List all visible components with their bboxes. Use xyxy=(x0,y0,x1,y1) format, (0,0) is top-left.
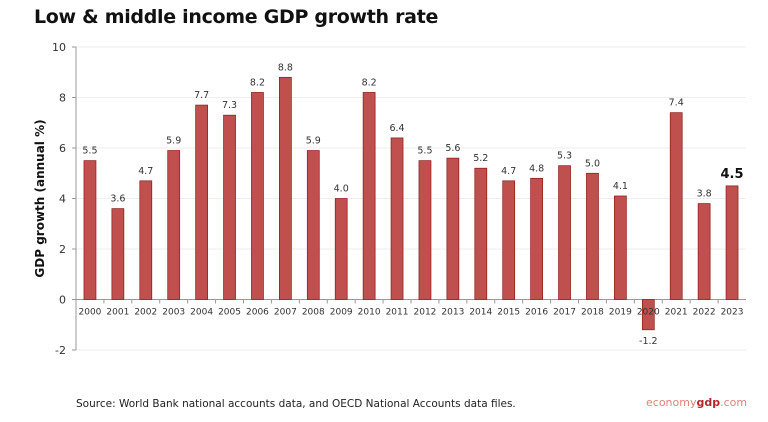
y-tick-label: 10 xyxy=(52,41,66,54)
data-label: 5.9 xyxy=(166,136,181,147)
x-tick-label: 2000 xyxy=(79,308,102,318)
data-label: 8.8 xyxy=(278,62,293,73)
x-tick-label: 2007 xyxy=(274,308,297,318)
data-label: 7.4 xyxy=(669,98,684,109)
y-tick-label: 2 xyxy=(59,243,66,256)
y-tick-label: 4 xyxy=(59,193,66,206)
data-label: 7.7 xyxy=(194,90,209,101)
logo: economygdp.com xyxy=(646,396,747,409)
bar xyxy=(446,157,460,300)
x-tick-label: 2018 xyxy=(581,308,604,318)
logo-part: economy xyxy=(646,396,697,409)
data-label: 7.3 xyxy=(222,100,237,111)
data-label: 8.2 xyxy=(362,77,377,88)
data-label: 6.4 xyxy=(389,123,404,134)
data-label: 8.2 xyxy=(250,77,265,88)
bar xyxy=(83,160,97,300)
bar xyxy=(139,180,153,300)
bar xyxy=(279,76,292,300)
bar xyxy=(641,299,655,331)
x-tick-label: 2008 xyxy=(302,308,325,318)
data-label: 5.6 xyxy=(445,143,460,154)
y-tick-label: 0 xyxy=(59,294,66,307)
data-label: 5.3 xyxy=(557,151,572,162)
data-label: 5.5 xyxy=(82,146,97,157)
x-tick-label: 2017 xyxy=(553,308,576,318)
bar xyxy=(223,114,236,300)
data-label: 4.0 xyxy=(334,184,349,195)
chart-title: Low & middle income GDP growth rate xyxy=(34,6,439,28)
bar xyxy=(697,203,711,300)
x-tick-label: 2020 xyxy=(637,308,660,318)
bar xyxy=(502,180,516,300)
bar xyxy=(167,150,181,300)
x-tick-label: 2014 xyxy=(469,308,492,318)
data-label: 4.5 xyxy=(721,167,744,182)
bar xyxy=(334,198,348,300)
x-tick-label: 2006 xyxy=(246,308,269,318)
y-tick-label: 8 xyxy=(59,92,66,105)
data-label: 5.0 xyxy=(585,158,600,169)
x-tick-label: 2012 xyxy=(414,308,437,318)
data-label: 4.7 xyxy=(138,166,153,177)
bar xyxy=(362,92,376,300)
bar xyxy=(390,137,404,300)
x-tick-label: 2010 xyxy=(358,308,381,318)
data-label: 3.6 xyxy=(110,194,125,205)
bar xyxy=(725,185,739,300)
x-tick-label: 2022 xyxy=(693,308,716,318)
y-tick-label: 6 xyxy=(59,142,66,155)
y-tick-label: -2 xyxy=(55,344,66,357)
x-tick-label: 2011 xyxy=(386,308,409,318)
x-tick-label: 2015 xyxy=(497,308,520,318)
bar xyxy=(530,177,543,300)
data-label: 3.8 xyxy=(697,189,712,200)
bar xyxy=(306,150,320,300)
logo-part: gdp xyxy=(696,396,721,409)
x-tick-label: 2016 xyxy=(525,308,548,318)
x-tick-label: 2003 xyxy=(162,308,185,318)
x-tick-label: 2005 xyxy=(218,308,241,318)
bar xyxy=(669,112,683,300)
source-note: Source: World Bank national accounts dat… xyxy=(76,398,516,410)
bar xyxy=(195,104,208,300)
data-label: 5.9 xyxy=(306,136,321,147)
bar xyxy=(614,195,627,300)
data-label: 5.5 xyxy=(417,146,432,157)
bar xyxy=(586,172,599,300)
y-axis-label: GDP growth (annual %) xyxy=(33,119,47,277)
x-tick-label: 2009 xyxy=(330,308,353,318)
bar xyxy=(558,165,571,300)
data-label: 4.7 xyxy=(501,166,516,177)
x-tick-label: 2023 xyxy=(721,308,744,318)
x-tick-label: 2019 xyxy=(609,308,632,318)
x-tick-label: 2013 xyxy=(441,308,464,318)
x-tick-label: 2021 xyxy=(665,308,688,318)
bar xyxy=(111,208,125,300)
data-label: 4.8 xyxy=(529,163,544,174)
x-tick-label: 2001 xyxy=(106,308,129,318)
bar xyxy=(418,160,432,300)
x-tick-label: 2002 xyxy=(134,308,157,318)
logo-part: .com xyxy=(720,396,748,409)
data-label: 4.1 xyxy=(613,181,628,192)
data-label: 5.2 xyxy=(473,153,488,164)
x-tick-label: 2004 xyxy=(190,308,213,318)
bar xyxy=(474,167,488,300)
data-label: -1.2 xyxy=(639,336,658,347)
bar xyxy=(251,92,264,300)
